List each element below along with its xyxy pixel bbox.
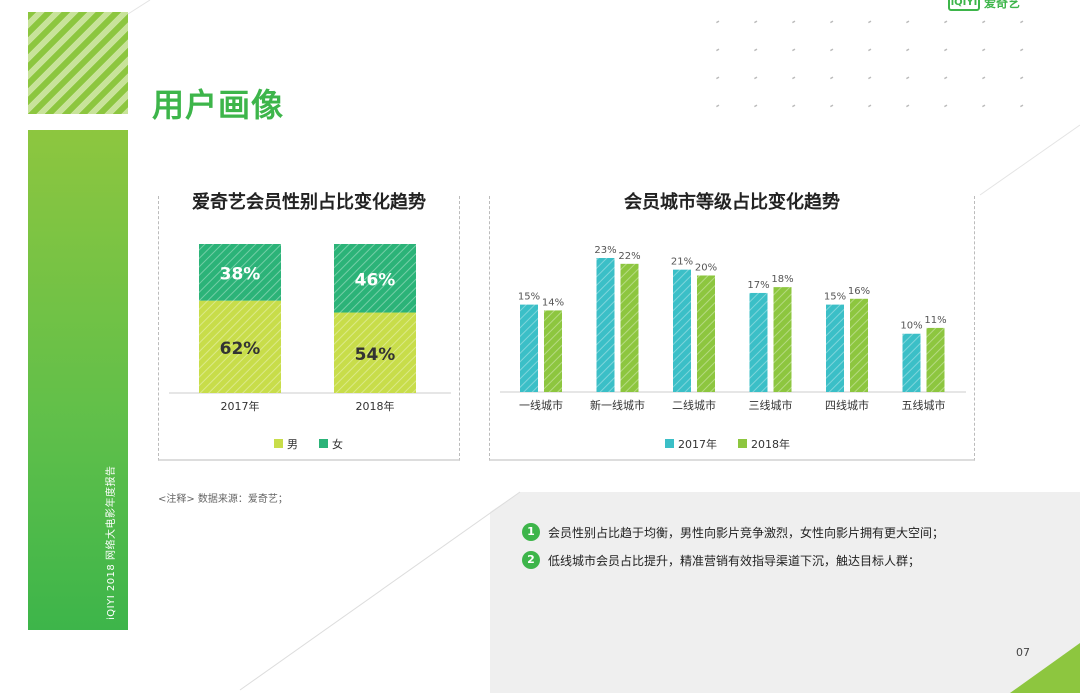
bar-label: 62%	[220, 339, 261, 359]
conclusion-item-1: 1 会员性别占比趋于均衡，男性向影片竞争激烈，女性向影片拥有更大空间；	[522, 523, 944, 541]
conclusion-panel	[490, 492, 1080, 693]
bar-2017年-四线城市	[826, 304, 844, 392]
bar-label: 17%	[747, 280, 769, 291]
x-tick-label: 二线城市	[672, 398, 716, 412]
bar-2018年-五线城市	[926, 327, 945, 392]
bar-2017年-五线城市	[902, 333, 921, 392]
city-chart: 15%14%一线城市23%22%新一线城市21%20%二线城市17%18%三线城…	[500, 245, 966, 451]
bar-2018年-四线城市	[850, 298, 868, 392]
bar-女-2018年	[334, 244, 416, 313]
bar-label: 21%	[671, 257, 693, 268]
dot-pattern	[715, 20, 1024, 108]
x-tick-label: 2017年	[221, 399, 260, 413]
page-title: 用户画像	[152, 86, 285, 124]
bar-2017年-新一线城市	[596, 258, 615, 392]
bar-label: 15%	[518, 292, 540, 303]
bar-男-2017年	[199, 300, 281, 393]
bar-label: 15%	[824, 292, 846, 303]
legend-swatch	[665, 439, 674, 448]
number-badge: 2	[522, 551, 540, 569]
legend-swatch	[319, 439, 328, 448]
bar-label: 46%	[355, 270, 396, 290]
bar-label: 14%	[542, 297, 564, 308]
bar-label: 16%	[848, 286, 870, 297]
bar-2018年-一线城市	[544, 310, 562, 392]
legend-label: 男	[287, 438, 298, 451]
logo-box: iQIYI	[948, 0, 980, 11]
iqiyi-logo: iQIYI 爱奇艺	[948, 0, 1020, 11]
legend-label: 2017年	[678, 437, 717, 451]
gender-chart-title: 爱奇艺会员性别占比变化趋势	[192, 192, 426, 213]
x-tick-label: 2018年	[356, 399, 395, 413]
legend-swatch	[738, 439, 747, 448]
bar-2017年-二线城市	[673, 269, 691, 392]
x-tick-label: 一线城市	[519, 398, 563, 412]
x-tick-label: 五线城市	[902, 398, 946, 412]
legend-swatch	[274, 439, 283, 448]
x-tick-label: 三线城市	[749, 398, 793, 412]
bar-label: 23%	[594, 245, 616, 256]
bar-2017年-一线城市	[520, 304, 538, 392]
bar-2018年-二线城市	[697, 275, 715, 392]
x-tick-label: 新一线城市	[590, 398, 645, 412]
bar-label: 54%	[355, 345, 396, 365]
bar-label: 38%	[220, 264, 261, 284]
bar-男-2018年	[334, 312, 416, 393]
bar-label: 10%	[900, 321, 922, 332]
corner-triangle	[1010, 643, 1080, 693]
bar-2018年-三线城市	[773, 287, 792, 392]
source-note: <注释> 数据来源：爱奇艺；	[158, 494, 288, 505]
legend-label: 女	[332, 437, 343, 451]
bar-女-2017年	[199, 244, 281, 301]
bar-2017年-三线城市	[749, 292, 768, 392]
conclusion-text: 低线城市会员占比提升，精准营销有效指导渠道下沉，触达目标人群；	[548, 553, 921, 568]
bar-2018年-新一线城市	[620, 263, 639, 392]
gender-chart-panel: 爱奇艺会员性别占比变化趋势 62% 38% 2017年 54% 46% 2018年男 女	[158, 192, 460, 461]
bar-label: 20%	[695, 262, 717, 273]
city-chart-title: 会员城市等级占比变化趋势	[624, 192, 840, 213]
conclusion-item-2: 2 低线城市会员占比提升，精准营销有效指导渠道下沉，触达目标人群；	[522, 551, 920, 569]
bar-label: 22%	[618, 251, 640, 262]
city-chart-panel: 会员城市等级占比变化趋势 15% 14% 一线城市 23% 22% 新一线城市 21% 20%…	[489, 192, 975, 461]
logo-text: 爱奇艺	[984, 0, 1021, 10]
bar-label: 18%	[771, 274, 793, 285]
bar-label: 11%	[924, 315, 946, 326]
x-tick-label: 四线城市	[825, 398, 869, 412]
side-bar	[28, 130, 128, 630]
page-number: 07	[1016, 646, 1030, 659]
stripe-decoration	[28, 12, 128, 114]
number-badge: 1	[522, 523, 540, 541]
legend-label: 2018年	[751, 437, 790, 451]
conclusion-text: 会员性别占比趋于均衡，男性向影片竞争激烈，女性向影片拥有更大空间；	[548, 525, 945, 540]
